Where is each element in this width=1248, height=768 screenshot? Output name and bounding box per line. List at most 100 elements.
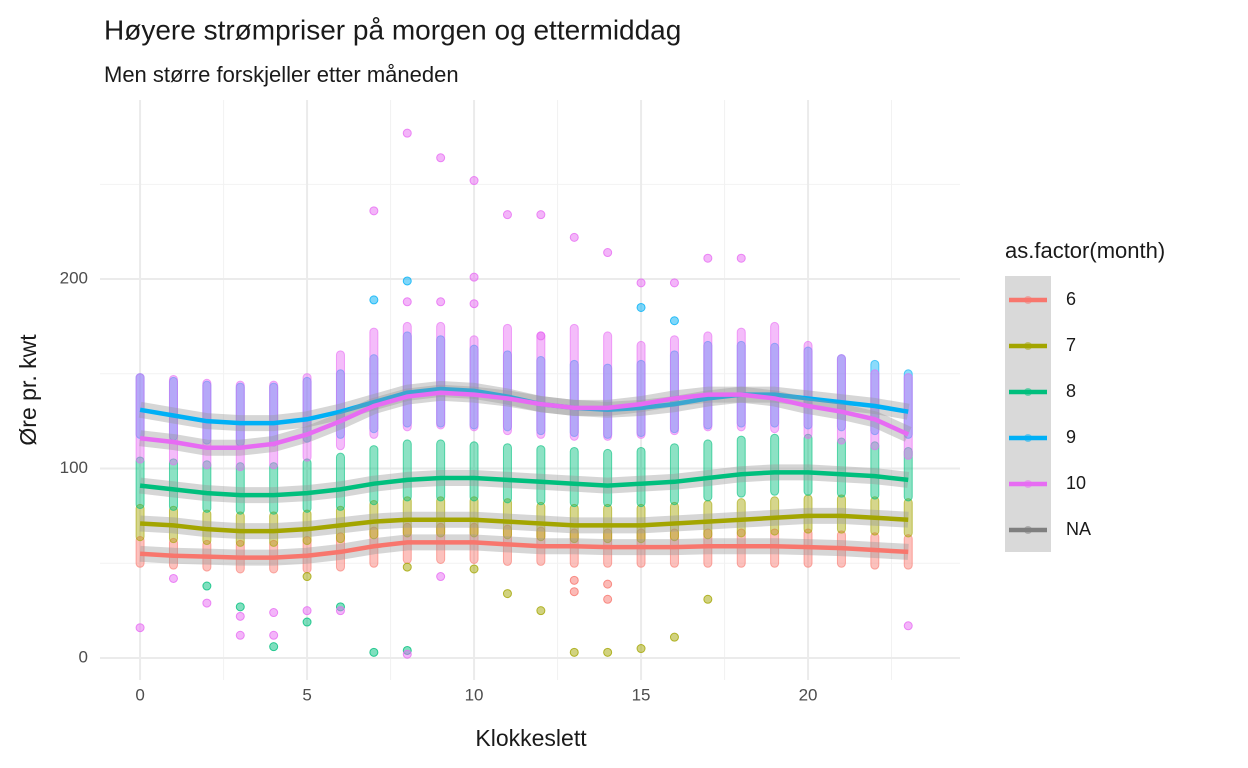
legend-key-point [1024,526,1032,534]
y-tick-label: 200 [60,269,88,288]
point [502,589,512,599]
point-column [836,437,846,498]
point [502,210,512,220]
x-tick-label: 20 [799,685,818,704]
chart-title: Høyere strømpriser på morgen og ettermid… [104,14,681,45]
point-column [903,446,913,502]
point [603,248,613,258]
point [603,647,613,657]
smooth-line [139,513,909,534]
point-column [502,323,512,436]
point [469,564,479,574]
point-column [469,335,479,432]
point [302,617,312,627]
point-column [770,433,780,496]
point-column [903,373,913,460]
point-column [436,321,446,430]
point [469,299,479,309]
point-column [569,323,579,441]
point [569,587,579,597]
point-column [636,446,646,508]
point [235,602,245,612]
y-axis-title: Øre pr. kwt [15,334,41,446]
point [669,278,679,288]
legend-label: 10 [1066,473,1086,493]
point [603,594,613,604]
point [269,642,279,652]
point [436,572,446,582]
x-axis-title: Klokkeslett [475,725,587,751]
point [636,302,646,312]
legend-label: 6 [1066,289,1076,309]
x-tick-label: 0 [135,685,144,704]
point [536,210,546,220]
point [235,630,245,640]
point-column [436,439,446,502]
point-column [703,331,713,432]
legend-key-point [1024,388,1032,396]
point [536,331,546,341]
point-column [870,369,880,451]
y-tick-label: 100 [60,458,88,477]
point-column [235,462,245,515]
point-column [770,321,780,434]
point-column [536,445,546,506]
point-column [836,354,846,445]
legend-key-point [1024,296,1032,304]
point [569,575,579,585]
smooth-line [139,540,909,560]
smooth-line [139,390,910,450]
point-column [636,340,646,439]
point-column [703,439,713,502]
point [135,623,145,633]
point [736,253,746,263]
point [402,649,412,659]
legend-label: 7 [1066,335,1076,355]
point-column [536,331,546,439]
point-column [335,452,345,511]
point [436,297,446,307]
point-column [302,458,312,513]
point [335,606,345,616]
point-column [803,340,813,439]
point [569,232,579,242]
point [903,621,913,631]
x-tick-label: 5 [302,685,311,704]
point [402,562,412,572]
point [369,295,379,305]
point [569,647,579,657]
point [703,253,713,263]
point [703,594,713,604]
point [636,644,646,654]
point-column [269,462,279,515]
point-column [202,460,212,513]
point-column [402,321,412,432]
chart-subtitle: Men større forskjeller etter måneden [104,62,459,87]
point-column [502,443,512,504]
point [536,606,546,616]
point-column [569,446,579,508]
point-column [736,435,746,498]
point-column [603,331,613,441]
legend-key-background [1005,276,1051,552]
legend-label: 9 [1066,427,1076,447]
point-column [603,448,613,508]
point [202,598,212,608]
point [369,647,379,657]
point-column [736,327,746,432]
point-column [168,458,178,511]
point-column [135,456,145,510]
y-tick-label: 0 [79,648,88,667]
legend-label: NA [1066,519,1091,539]
legend-key-point [1024,480,1032,488]
point [402,128,412,138]
point [669,632,679,642]
legend-title: as.factor(month) [1005,238,1165,263]
legend-key-point [1024,434,1032,442]
point [168,573,178,583]
point [669,316,679,326]
legend-label: 8 [1066,381,1076,401]
point [436,153,446,163]
point [402,276,412,286]
point-column [369,445,379,506]
